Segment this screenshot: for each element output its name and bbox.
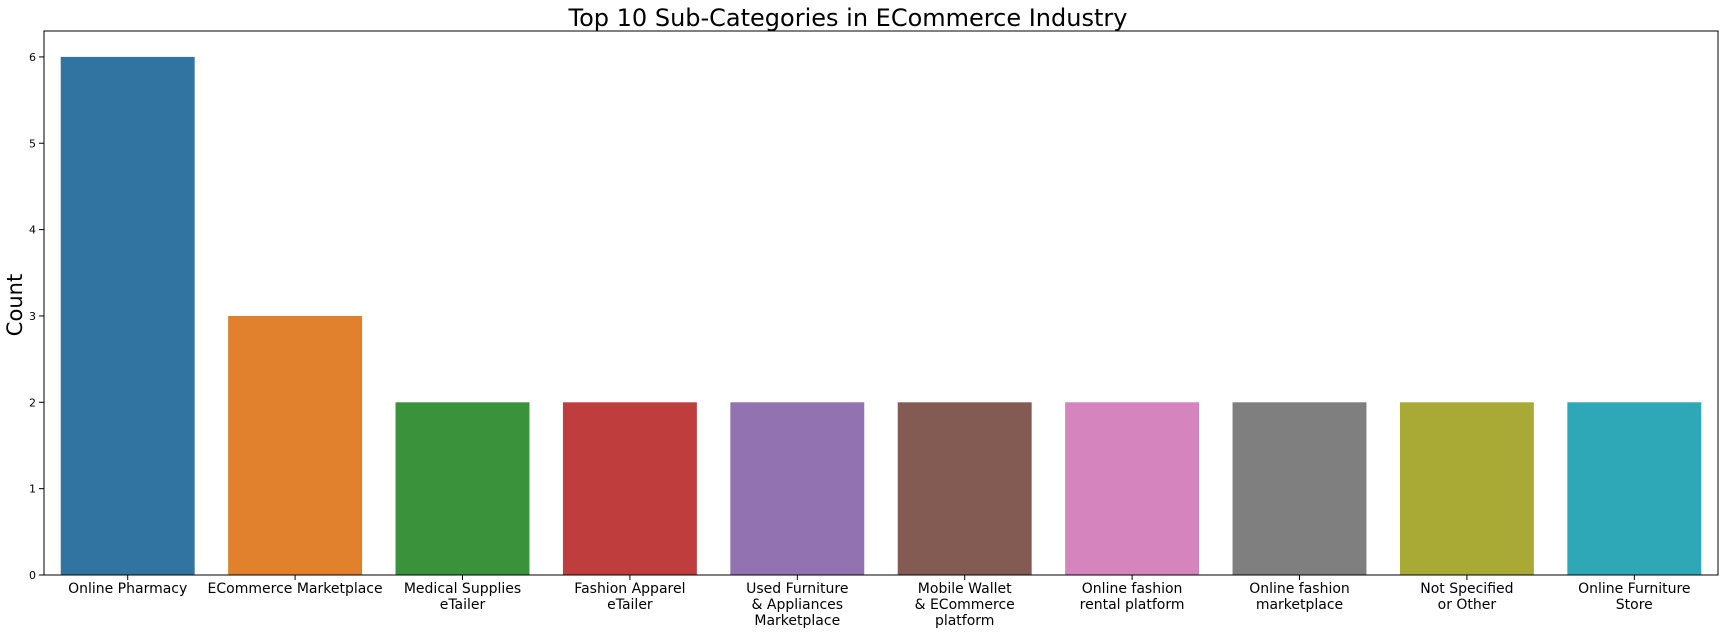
y-axis-label: Count <box>3 274 27 336</box>
x-tick-label: Online Pharmacy <box>68 581 187 597</box>
bar-6 <box>897 402 1032 575</box>
y-tick-label: 3 <box>29 310 36 323</box>
x-tick-label-line: Online fashion <box>1249 581 1350 597</box>
bar-4 <box>562 402 697 575</box>
x-tick-label-line: Store <box>1616 597 1653 613</box>
y-tick-label: 1 <box>29 483 36 496</box>
x-tick-label: Medical Supplies eTailer <box>404 581 521 613</box>
y-tick-label: 0 <box>29 569 36 582</box>
bar-1 <box>60 56 195 575</box>
x-tick-label: Mobile Wallet & ECommerce platform <box>915 581 1015 629</box>
x-tick-label-line: ECommerce Marketplace <box>208 581 383 597</box>
x-tick-label-line: or Other <box>1438 597 1497 613</box>
bar-10 <box>1567 402 1702 575</box>
x-tick-label-line: Marketplace <box>754 613 840 629</box>
x-tick-label: Online Furniture Store <box>1578 581 1690 613</box>
y-tick-label: 5 <box>29 137 36 150</box>
x-tick-label: Used Furniture & Appliances Marketplace <box>746 581 848 629</box>
y-tick-label: 2 <box>29 396 36 409</box>
y-tick-label: 4 <box>29 224 36 237</box>
x-tick-label-line: eTailer <box>607 597 653 613</box>
x-tick-label-line: Mobile Wallet <box>918 581 1012 597</box>
x-tick-label-line: Online Pharmacy <box>68 581 187 597</box>
x-tick-label: Online fashion marketplace <box>1249 581 1350 613</box>
y-tick-label: 6 <box>29 51 36 64</box>
plot-area: 0 1 2 3 4 5 6 Online Pharmacy ECommerce Marketpl… <box>29 30 1719 629</box>
axes-frame <box>43 30 1719 576</box>
x-tick-label-line: Online Furniture <box>1578 581 1690 597</box>
bar-9 <box>1399 402 1534 575</box>
bar-8 <box>1232 402 1367 575</box>
x-tick-label-line: & ECommerce <box>915 597 1015 613</box>
x-tick-label-line: & Appliances <box>752 597 844 613</box>
x-tick-label-line: platform <box>935 613 995 629</box>
bar-2 <box>228 315 363 575</box>
x-tick-label-line: Used Furniture <box>746 581 848 597</box>
bar-3 <box>395 402 530 575</box>
bar-5 <box>730 402 865 575</box>
bar-7 <box>1065 402 1200 575</box>
x-tick-label-line: Fashion Apparel <box>574 581 685 597</box>
x-tick-label-line: Not Specified <box>1420 581 1513 597</box>
x-tick-label: Not Specified or Other <box>1420 581 1513 613</box>
x-tick-label: ECommerce Marketplace <box>208 581 383 597</box>
x-tick-label-line: marketplace <box>1256 597 1343 613</box>
chart-title: Top 10 Sub-Categories in ECommerce Indus… <box>568 4 1128 32</box>
x-tick-label-line: Online fashion <box>1082 581 1183 597</box>
x-tick-label: Online fashion rental platform <box>1080 581 1185 613</box>
x-tick-label: Fashion Apparel eTailer <box>574 581 685 613</box>
x-tick-label-line: rental platform <box>1080 597 1185 613</box>
x-tick-label-line: Medical Supplies <box>404 581 521 597</box>
x-tick-label-line: eTailer <box>440 597 486 613</box>
